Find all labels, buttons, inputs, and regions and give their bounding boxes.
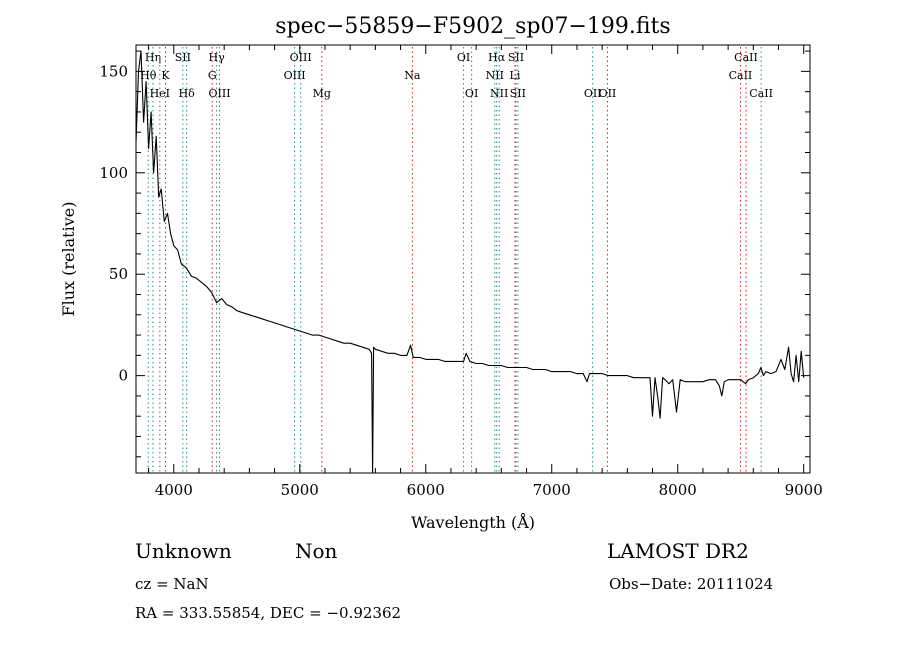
- x-tick-label-1: 5000: [281, 481, 319, 499]
- x-tick-label-4: 8000: [659, 481, 697, 499]
- spectrum-line: [135, 50, 805, 474]
- emission-line-label-0: Hη: [145, 51, 161, 64]
- x-axis-label: Wavelength (Å): [411, 512, 535, 532]
- emission-line-label-4: Hδ: [179, 87, 196, 100]
- x-tick-label-2: 6000: [407, 481, 445, 499]
- survey-label: LAMOST DR2: [607, 539, 749, 563]
- emission-line-label-14: SII: [508, 51, 524, 64]
- emission-line-label-7: OIII: [284, 69, 306, 82]
- absorption-line-label-3: Na: [404, 69, 421, 82]
- plot-frame: [135, 44, 811, 474]
- subclass-label: Non: [295, 539, 338, 563]
- emission-line-label-1: Hθ: [140, 69, 157, 82]
- y-tick-label-0: 0: [118, 367, 128, 385]
- emission-line-label-15: SII: [510, 87, 526, 100]
- emission-line-label-3: SII: [175, 51, 191, 64]
- x-tick-label-0: 4000: [155, 481, 193, 499]
- cz-label: cz = NaN: [135, 575, 209, 593]
- emission-line-label-17: CaII: [749, 87, 773, 100]
- radec-label: RA = 333.55854, DEC = −0.92362: [135, 604, 402, 622]
- obsdate-label: Obs−Date: 20111024: [609, 575, 774, 593]
- emission-line-label-13: NII: [490, 87, 508, 100]
- y-axis-label: Flux (relative): [59, 202, 78, 317]
- absorption-line-label-1: G: [208, 69, 217, 82]
- y-tick-label-1: 50: [109, 265, 128, 283]
- x-tick-label-3: 7000: [533, 481, 571, 499]
- class-label: Unknown: [135, 539, 232, 563]
- x-tick-label-5: 9000: [785, 481, 823, 499]
- emission-line-label-6: OIII: [208, 87, 230, 100]
- emission-line-label-8: OIII: [290, 51, 312, 64]
- emission-line-label-10: OI: [465, 87, 478, 100]
- absorption-line-label-5: OII: [599, 87, 617, 100]
- absorption-line-label-2: Mg: [313, 87, 331, 100]
- absorption-line-label-7: CaII: [734, 51, 758, 64]
- emission-line-label-9: OI: [457, 51, 470, 64]
- chart-title: spec−55859−F5902_sp07−199.fits: [275, 14, 670, 39]
- absorption-line-label-6: CaII: [729, 69, 753, 82]
- y-tick-label-3: 150: [99, 62, 128, 80]
- emission-line-label-5: Hγ: [209, 51, 226, 64]
- emission-line-label-12: Hα: [488, 51, 506, 64]
- emission-line-label-2: HeI: [150, 87, 170, 100]
- emission-line-label-16: OII: [584, 87, 602, 100]
- absorption-line-label-4: Li: [510, 69, 521, 82]
- axes: 4000 5000 6000 7000 8000 9000 0 50 100 150: [99, 44, 823, 499]
- absorption-line-label-0: K: [161, 69, 170, 82]
- y-tick-label-2: 100: [99, 164, 128, 182]
- emission-line-label-11: NII: [486, 69, 504, 82]
